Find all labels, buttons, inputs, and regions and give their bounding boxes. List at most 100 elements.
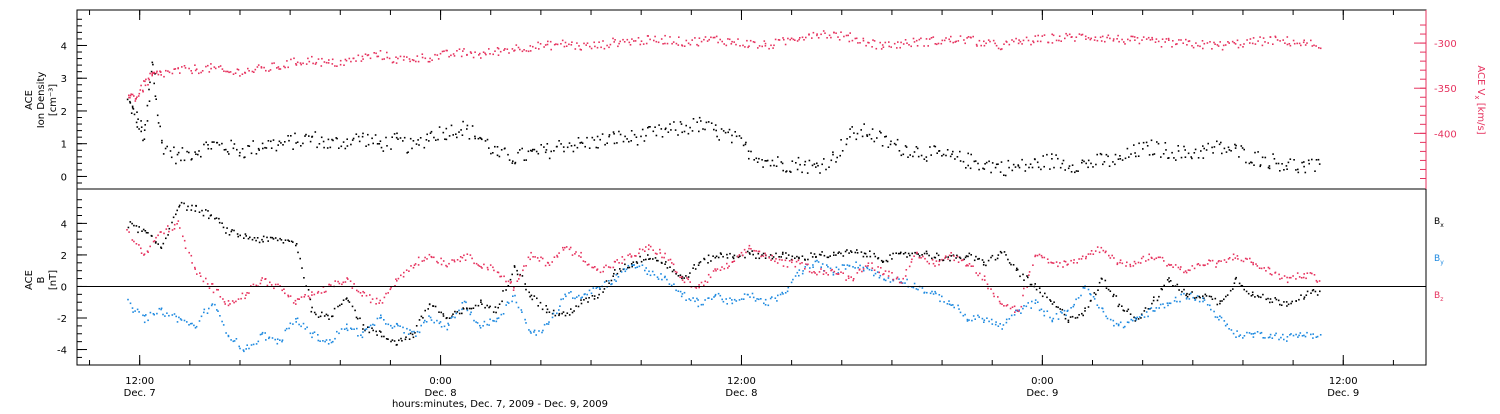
data-point xyxy=(1117,305,1120,308)
data-point xyxy=(593,298,596,300)
data-point xyxy=(287,295,290,298)
data-point xyxy=(390,324,392,327)
data-point xyxy=(1264,41,1266,43)
data-point xyxy=(1057,318,1060,320)
data-point xyxy=(985,264,987,267)
data-point xyxy=(553,256,556,258)
data-point xyxy=(529,330,532,333)
data-point xyxy=(531,150,533,152)
data-point xyxy=(517,151,519,154)
data-point xyxy=(1167,263,1170,266)
data-point xyxy=(428,60,431,63)
data-point xyxy=(415,325,418,327)
data-point xyxy=(700,40,703,43)
data-point xyxy=(1133,144,1135,146)
data-point xyxy=(1135,155,1137,158)
data-point xyxy=(210,304,213,307)
data-point xyxy=(494,145,496,148)
data-point xyxy=(1247,292,1250,295)
data-point xyxy=(1234,43,1237,45)
data-point xyxy=(1271,301,1274,303)
data-point xyxy=(634,267,637,269)
data-point xyxy=(1096,153,1098,156)
data-point xyxy=(496,47,499,49)
data-point xyxy=(442,260,445,262)
data-point xyxy=(309,298,312,301)
data-point xyxy=(997,47,1000,50)
data-point xyxy=(1103,161,1106,163)
data-point xyxy=(301,267,303,269)
data-point xyxy=(234,72,237,74)
data-point xyxy=(1046,296,1048,299)
data-point xyxy=(1246,39,1248,41)
data-point xyxy=(646,273,649,275)
data-point xyxy=(893,142,896,145)
data-point xyxy=(1174,296,1177,299)
data-point xyxy=(173,313,176,315)
data-point xyxy=(987,39,990,41)
data-point xyxy=(337,305,339,308)
data-point xyxy=(183,159,186,162)
data-point xyxy=(271,337,274,339)
data-point xyxy=(421,56,424,59)
data-point xyxy=(832,274,835,276)
data-point xyxy=(814,272,816,274)
data-point xyxy=(514,161,517,164)
data-point xyxy=(983,275,986,277)
data-point xyxy=(212,291,215,294)
data-point xyxy=(1211,259,1214,262)
data-point xyxy=(478,54,480,56)
data-point xyxy=(527,150,530,153)
data-point xyxy=(704,128,706,131)
data-point xyxy=(536,257,539,259)
data-point xyxy=(926,291,928,294)
data-point xyxy=(1101,307,1104,310)
data-point xyxy=(459,256,462,258)
data-point xyxy=(425,139,428,141)
data-point xyxy=(941,295,943,298)
data-point xyxy=(835,254,837,256)
data-point xyxy=(1141,39,1143,41)
data-point xyxy=(921,254,923,256)
data-point xyxy=(1121,305,1123,307)
data-point xyxy=(194,69,197,72)
data-point xyxy=(373,324,376,326)
data-point xyxy=(1100,246,1103,249)
data-point xyxy=(195,68,198,70)
data-point xyxy=(953,255,955,257)
data-point xyxy=(266,236,268,239)
data-point xyxy=(695,287,698,289)
data-point xyxy=(619,268,621,270)
data-point xyxy=(842,255,845,257)
data-point xyxy=(780,256,782,258)
data-point xyxy=(562,311,565,313)
data-point xyxy=(225,148,227,151)
data-point xyxy=(203,311,205,314)
data-point xyxy=(877,266,879,268)
data-point xyxy=(1287,161,1290,164)
data-point xyxy=(1104,40,1106,43)
data-point xyxy=(661,136,664,138)
data-point xyxy=(1254,151,1256,154)
data-point xyxy=(739,255,741,257)
data-point xyxy=(1170,264,1173,266)
data-point xyxy=(1068,165,1071,167)
data-point xyxy=(1316,281,1319,283)
data-point xyxy=(369,301,372,304)
data-point xyxy=(1228,149,1231,151)
data-point xyxy=(484,306,486,309)
data-point xyxy=(1268,165,1271,167)
data-point xyxy=(657,278,660,280)
data-point xyxy=(479,52,481,55)
data-point xyxy=(240,297,242,300)
data-point xyxy=(1239,334,1242,336)
data-point xyxy=(1212,152,1214,154)
data-point xyxy=(902,253,905,255)
data-point xyxy=(746,250,749,253)
data-point xyxy=(1132,35,1134,38)
data-point xyxy=(1128,156,1130,158)
data-point xyxy=(292,302,295,304)
data-point xyxy=(558,312,561,315)
data-point xyxy=(160,231,162,233)
data-point xyxy=(405,269,408,271)
